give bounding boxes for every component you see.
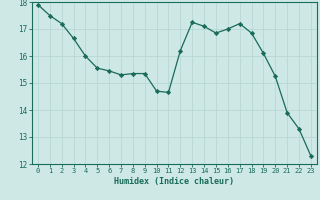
X-axis label: Humidex (Indice chaleur): Humidex (Indice chaleur) bbox=[115, 177, 234, 186]
